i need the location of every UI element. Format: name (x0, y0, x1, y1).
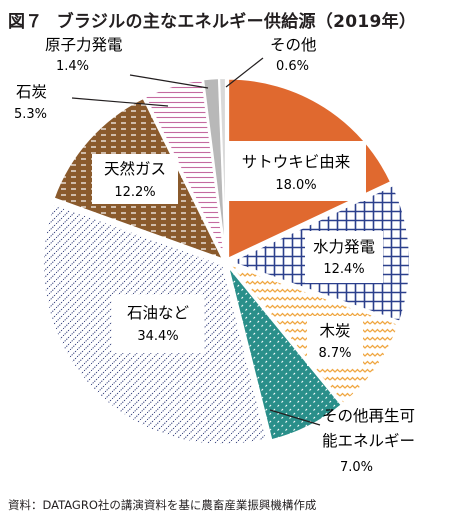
slice-value-hydro: 12.4% (323, 262, 364, 277)
slice-label-other: その他 (270, 36, 317, 54)
source-note: 資料：DATAGRO社の講演資料を基に農畜産業振興機構作成 (8, 498, 317, 512)
label-box-wood (307, 316, 363, 366)
figure-number: 図７ (8, 12, 43, 32)
slice-value-nuclear: 1.4% (56, 59, 89, 74)
slice-value-gas: 12.2% (114, 185, 155, 200)
chart-title-text: ブラジルの主なエネルギー供給源（2019年） (56, 12, 417, 32)
label-box-gas (92, 154, 178, 204)
slice-label-renewable-line1: その他再生可 (322, 407, 415, 425)
slice-value-sugarcane: 18.0% (275, 178, 316, 193)
label-box-hydro (305, 231, 383, 283)
leader-coal (71, 97, 169, 107)
slice-value-renewable: 7.0% (340, 460, 373, 475)
slice-renewable (226, 264, 344, 442)
slice-label-renewable-line2: 能エネルギー (322, 432, 415, 450)
leader-other (225, 57, 264, 88)
slice-value-wood: 8.7% (318, 346, 351, 361)
slice-value-other: 0.6% (276, 59, 309, 74)
leader-renewable (269, 409, 321, 426)
slice-label-hydro: 水力発電 (313, 238, 375, 256)
slice-label-gas: 天然ガス (104, 160, 166, 178)
label-box-sugarcane (226, 141, 366, 201)
chart-title: 図７ ブラジルの主なエネルギー供給源（2019年） (8, 7, 416, 32)
slice-other (218, 77, 227, 259)
slice-label-oil: 石油など (127, 304, 190, 322)
slice-label-wood: 木炭 (319, 322, 350, 340)
slice-value-coal: 5.3% (14, 107, 47, 122)
slice-label-coal: 石炭 (16, 83, 47, 101)
label-box-oil (112, 295, 204, 353)
slice-value-oil: 34.4% (137, 329, 178, 344)
slice-label-sugarcane: サトウキビ由来 (242, 153, 351, 171)
slice-label-nuclear: 原子力発電 (45, 36, 123, 54)
leader-nuclear (129, 74, 209, 89)
